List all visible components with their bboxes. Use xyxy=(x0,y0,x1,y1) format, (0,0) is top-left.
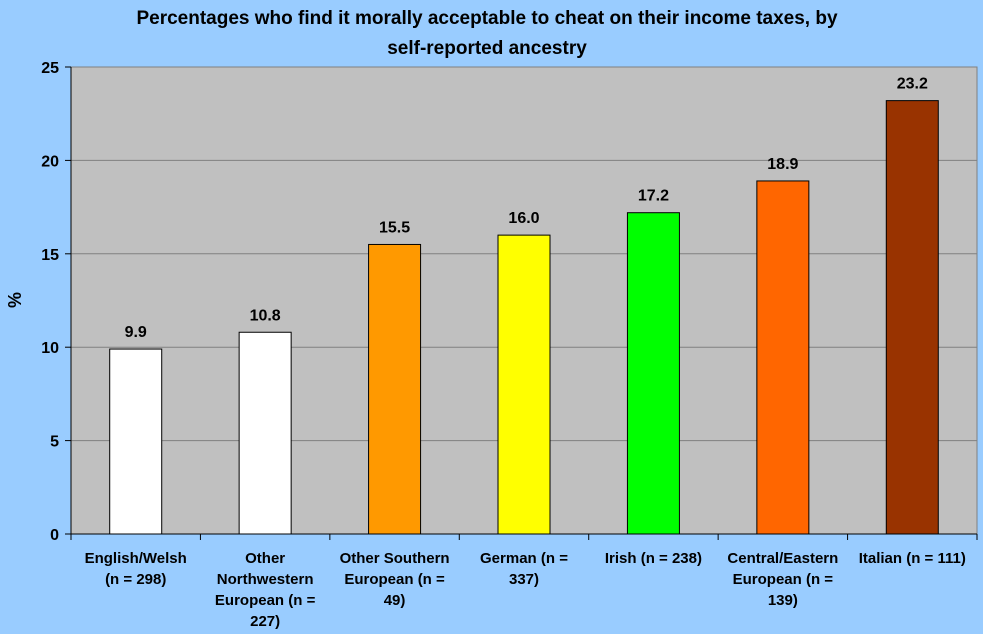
chart-title-line-2: self-reported ancestry xyxy=(387,38,587,59)
bar-2 xyxy=(368,243,422,535)
bar-0 xyxy=(109,348,163,535)
x-tick-label-2: European (n = xyxy=(344,571,445,588)
x-tick-label-5: Central/Eastern xyxy=(727,550,838,567)
value-label-1: 10.8 xyxy=(250,307,281,324)
y-axis-label: % xyxy=(5,292,25,308)
bar-5 xyxy=(756,180,810,535)
x-tick-label-4: Irish (n = 238) xyxy=(605,550,702,567)
bar-4 xyxy=(626,212,680,535)
x-tick-label-1: 227) xyxy=(250,613,280,630)
x-tick-label-3: German (n = xyxy=(480,550,568,567)
value-labels: 9.9 10.8 15.5 16.0 17.2 18.9 23.2 xyxy=(125,76,928,341)
x-tick-label-0: (n = 298) xyxy=(105,571,166,588)
bar-3 xyxy=(497,234,551,535)
bar-6 xyxy=(885,100,939,535)
x-tick-label-0: English/Welsh xyxy=(85,550,187,567)
value-label-5: 18.9 xyxy=(767,156,798,173)
chart-title-line-1: Percentages who find it morally acceptab… xyxy=(136,8,838,29)
y-tick-label: 15 xyxy=(41,247,59,264)
x-tick-label-2: 49) xyxy=(384,592,406,609)
bars xyxy=(109,100,939,535)
y-tick-label: 5 xyxy=(50,434,59,451)
x-tick-label-2: Other Southern xyxy=(340,550,450,567)
value-label-4: 17.2 xyxy=(638,188,669,205)
value-label-3: 16.0 xyxy=(508,210,539,227)
y-tick-label: 0 xyxy=(50,527,59,544)
chart-title: Percentages who find it morally acceptab… xyxy=(136,8,838,59)
y-tick-label: 20 xyxy=(41,153,59,170)
x-tick-label-5: European (n = xyxy=(733,571,834,588)
x-tick-label-1: European (n = xyxy=(215,592,316,609)
value-label-2: 15.5 xyxy=(379,219,410,236)
y-tick-label: 25 xyxy=(41,60,59,77)
value-label-6: 23.2 xyxy=(897,76,928,93)
y-tick-label: 10 xyxy=(41,340,59,357)
x-tick-label-1: Other xyxy=(245,550,285,567)
x-tick-label-1: Northwestern xyxy=(217,571,314,588)
value-label-0: 9.9 xyxy=(125,324,147,341)
bar-1 xyxy=(238,331,292,535)
y-axis: 0 5 10 15 20 25 xyxy=(41,60,72,544)
x-tick-label-5: 139) xyxy=(768,592,798,609)
x-axis: English/Welsh (n = 298) Other Northwestern E… xyxy=(70,533,978,630)
x-tick-label-6: Italian (n = 111) xyxy=(859,550,966,567)
x-tick-label-3: 337) xyxy=(509,571,539,588)
